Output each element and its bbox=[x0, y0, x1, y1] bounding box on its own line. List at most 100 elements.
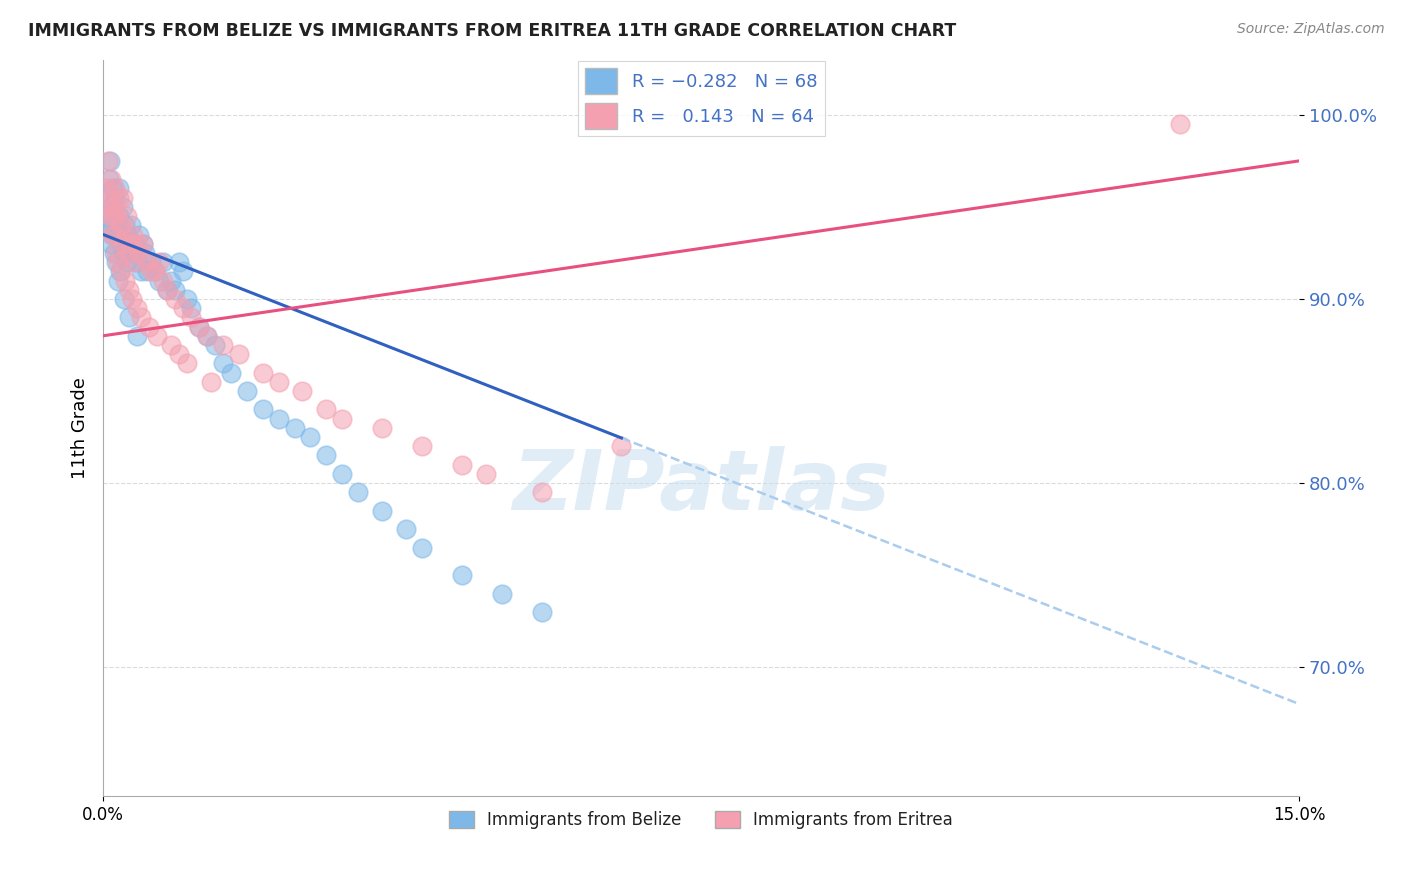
Point bbox=[118, 283, 141, 297]
Point bbox=[98, 209, 121, 223]
Point bbox=[195, 328, 218, 343]
Point bbox=[530, 485, 553, 500]
Point bbox=[156, 283, 179, 297]
Point bbox=[180, 310, 202, 325]
Point bbox=[112, 236, 135, 251]
Point bbox=[101, 227, 124, 242]
Point bbox=[136, 264, 159, 278]
Point bbox=[475, 467, 498, 481]
Point bbox=[143, 264, 166, 278]
Point bbox=[163, 292, 186, 306]
Point bbox=[114, 227, 136, 242]
Point bbox=[187, 319, 209, 334]
Point bbox=[98, 153, 121, 168]
Point bbox=[228, 347, 250, 361]
Point bbox=[108, 191, 131, 205]
Point bbox=[110, 264, 132, 278]
Point bbox=[299, 430, 322, 444]
Point bbox=[104, 255, 127, 269]
Point bbox=[267, 411, 290, 425]
Point bbox=[98, 191, 121, 205]
Point bbox=[200, 375, 222, 389]
Point bbox=[1168, 117, 1191, 131]
Point bbox=[120, 219, 142, 233]
Point bbox=[104, 191, 127, 205]
Point bbox=[128, 227, 150, 242]
Point bbox=[115, 209, 138, 223]
Point bbox=[148, 255, 170, 269]
Point bbox=[146, 328, 169, 343]
Point bbox=[100, 200, 122, 214]
Point bbox=[180, 301, 202, 315]
Point bbox=[160, 338, 183, 352]
Point bbox=[167, 255, 190, 269]
Point bbox=[115, 227, 138, 242]
Point bbox=[195, 328, 218, 343]
Point bbox=[125, 236, 148, 251]
Point bbox=[112, 191, 135, 205]
Point bbox=[122, 246, 145, 260]
Point bbox=[371, 421, 394, 435]
Point bbox=[100, 172, 122, 186]
Point bbox=[411, 439, 433, 453]
Point bbox=[132, 236, 155, 251]
Point bbox=[176, 356, 198, 370]
Point bbox=[136, 255, 159, 269]
Point bbox=[108, 181, 131, 195]
Point bbox=[112, 292, 135, 306]
Point bbox=[152, 255, 174, 269]
Text: ZIPatlas: ZIPatlas bbox=[512, 446, 890, 527]
Point bbox=[114, 219, 136, 233]
Point bbox=[124, 255, 146, 269]
Point bbox=[252, 402, 274, 417]
Point bbox=[97, 172, 120, 186]
Point bbox=[134, 246, 156, 260]
Point bbox=[117, 246, 139, 260]
Point bbox=[138, 319, 160, 334]
Point bbox=[131, 264, 153, 278]
Point bbox=[252, 366, 274, 380]
Point bbox=[152, 274, 174, 288]
Point bbox=[291, 384, 314, 398]
Point bbox=[167, 347, 190, 361]
Point bbox=[114, 274, 136, 288]
Point bbox=[315, 449, 337, 463]
Legend: Immigrants from Belize, Immigrants from Eritrea: Immigrants from Belize, Immigrants from … bbox=[443, 804, 960, 836]
Point bbox=[172, 264, 194, 278]
Point bbox=[267, 375, 290, 389]
Point bbox=[125, 255, 148, 269]
Point bbox=[101, 227, 124, 242]
Point bbox=[176, 292, 198, 306]
Point bbox=[96, 209, 118, 223]
Point bbox=[117, 236, 139, 251]
Point bbox=[121, 292, 143, 306]
Point bbox=[124, 236, 146, 251]
Text: Source: ZipAtlas.com: Source: ZipAtlas.com bbox=[1237, 22, 1385, 37]
Point bbox=[107, 209, 129, 223]
Point bbox=[131, 310, 153, 325]
Point bbox=[610, 439, 633, 453]
Point bbox=[127, 328, 149, 343]
Point bbox=[148, 274, 170, 288]
Point bbox=[156, 283, 179, 297]
Point bbox=[101, 181, 124, 195]
Point bbox=[395, 522, 418, 536]
Point bbox=[110, 236, 132, 251]
Point bbox=[122, 227, 145, 242]
Point bbox=[108, 209, 131, 223]
Point bbox=[139, 255, 162, 269]
Point bbox=[132, 236, 155, 251]
Point bbox=[347, 485, 370, 500]
Point bbox=[97, 191, 120, 205]
Point bbox=[172, 301, 194, 315]
Point bbox=[530, 605, 553, 619]
Point bbox=[104, 246, 127, 260]
Point bbox=[100, 236, 122, 251]
Point bbox=[139, 264, 162, 278]
Point bbox=[315, 402, 337, 417]
Point bbox=[143, 264, 166, 278]
Point bbox=[411, 541, 433, 555]
Point bbox=[112, 246, 135, 260]
Point bbox=[451, 568, 474, 582]
Point bbox=[491, 586, 513, 600]
